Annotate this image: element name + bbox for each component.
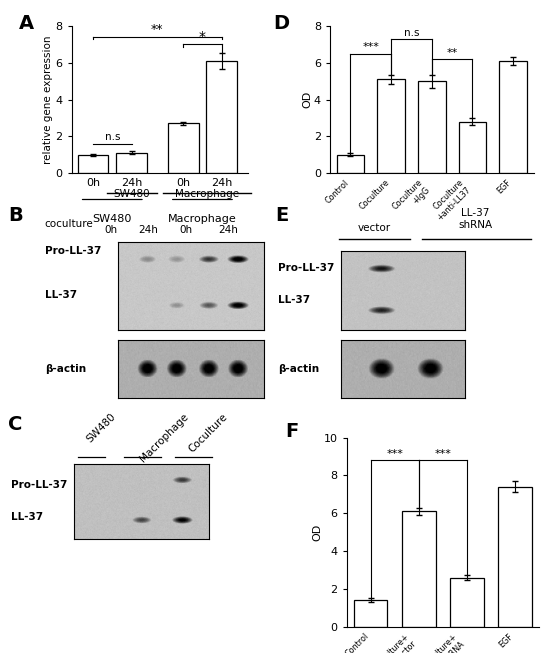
Text: D: D bbox=[273, 14, 289, 33]
Y-axis label: relative gene expression: relative gene expression bbox=[42, 35, 53, 164]
Text: LL-37: LL-37 bbox=[45, 290, 77, 300]
Text: Pro-LL-37: Pro-LL-37 bbox=[278, 263, 334, 273]
Text: coculture: coculture bbox=[44, 219, 93, 229]
Y-axis label: OD: OD bbox=[312, 524, 322, 541]
Bar bbox=[377, 80, 405, 173]
Bar bbox=[498, 486, 532, 627]
Text: 0h: 0h bbox=[104, 225, 118, 235]
Text: β-actin: β-actin bbox=[45, 364, 86, 374]
Text: LL-37: LL-37 bbox=[278, 295, 310, 306]
Text: ***: *** bbox=[434, 449, 451, 458]
Text: 24h: 24h bbox=[218, 225, 238, 235]
Text: n.s: n.s bbox=[104, 132, 120, 142]
Text: F: F bbox=[285, 422, 298, 441]
Text: B: B bbox=[8, 206, 23, 225]
Bar bbox=[418, 81, 446, 173]
Text: Macrophage: Macrophage bbox=[168, 214, 237, 224]
Text: vector: vector bbox=[358, 223, 391, 233]
Text: Pro-LL-37: Pro-LL-37 bbox=[11, 480, 67, 490]
Bar bbox=[116, 153, 147, 173]
Text: SW480: SW480 bbox=[113, 189, 150, 199]
Bar bbox=[337, 155, 364, 173]
Text: ***: *** bbox=[386, 449, 403, 458]
Bar bbox=[402, 511, 436, 627]
Bar bbox=[78, 155, 108, 173]
Text: Pro-LL-37: Pro-LL-37 bbox=[45, 246, 101, 257]
Text: E: E bbox=[275, 206, 288, 225]
Bar bbox=[450, 578, 483, 627]
Bar bbox=[354, 600, 387, 627]
Text: Macrophage: Macrophage bbox=[138, 411, 190, 464]
Text: SW480: SW480 bbox=[85, 411, 118, 444]
Text: Coculture: Coculture bbox=[187, 411, 230, 454]
Bar bbox=[459, 121, 486, 173]
Text: LL-37
shRNA: LL-37 shRNA bbox=[459, 208, 493, 230]
Text: ***: *** bbox=[362, 42, 379, 52]
Text: **: ** bbox=[447, 48, 458, 57]
Text: Macrophage: Macrophage bbox=[175, 189, 239, 199]
Bar bbox=[499, 61, 527, 173]
Bar bbox=[206, 61, 237, 173]
Bar bbox=[168, 123, 199, 173]
Y-axis label: OD: OD bbox=[302, 91, 312, 108]
Text: 24h: 24h bbox=[139, 225, 158, 235]
Text: **: ** bbox=[151, 24, 163, 36]
Text: *: * bbox=[199, 29, 206, 44]
Text: SW480: SW480 bbox=[92, 214, 132, 224]
Text: β-actin: β-actin bbox=[278, 364, 319, 374]
Text: LL-37: LL-37 bbox=[11, 512, 43, 522]
Text: 0h: 0h bbox=[179, 225, 192, 235]
Text: n.s: n.s bbox=[404, 28, 419, 38]
Text: C: C bbox=[8, 415, 23, 434]
Text: A: A bbox=[19, 14, 34, 33]
